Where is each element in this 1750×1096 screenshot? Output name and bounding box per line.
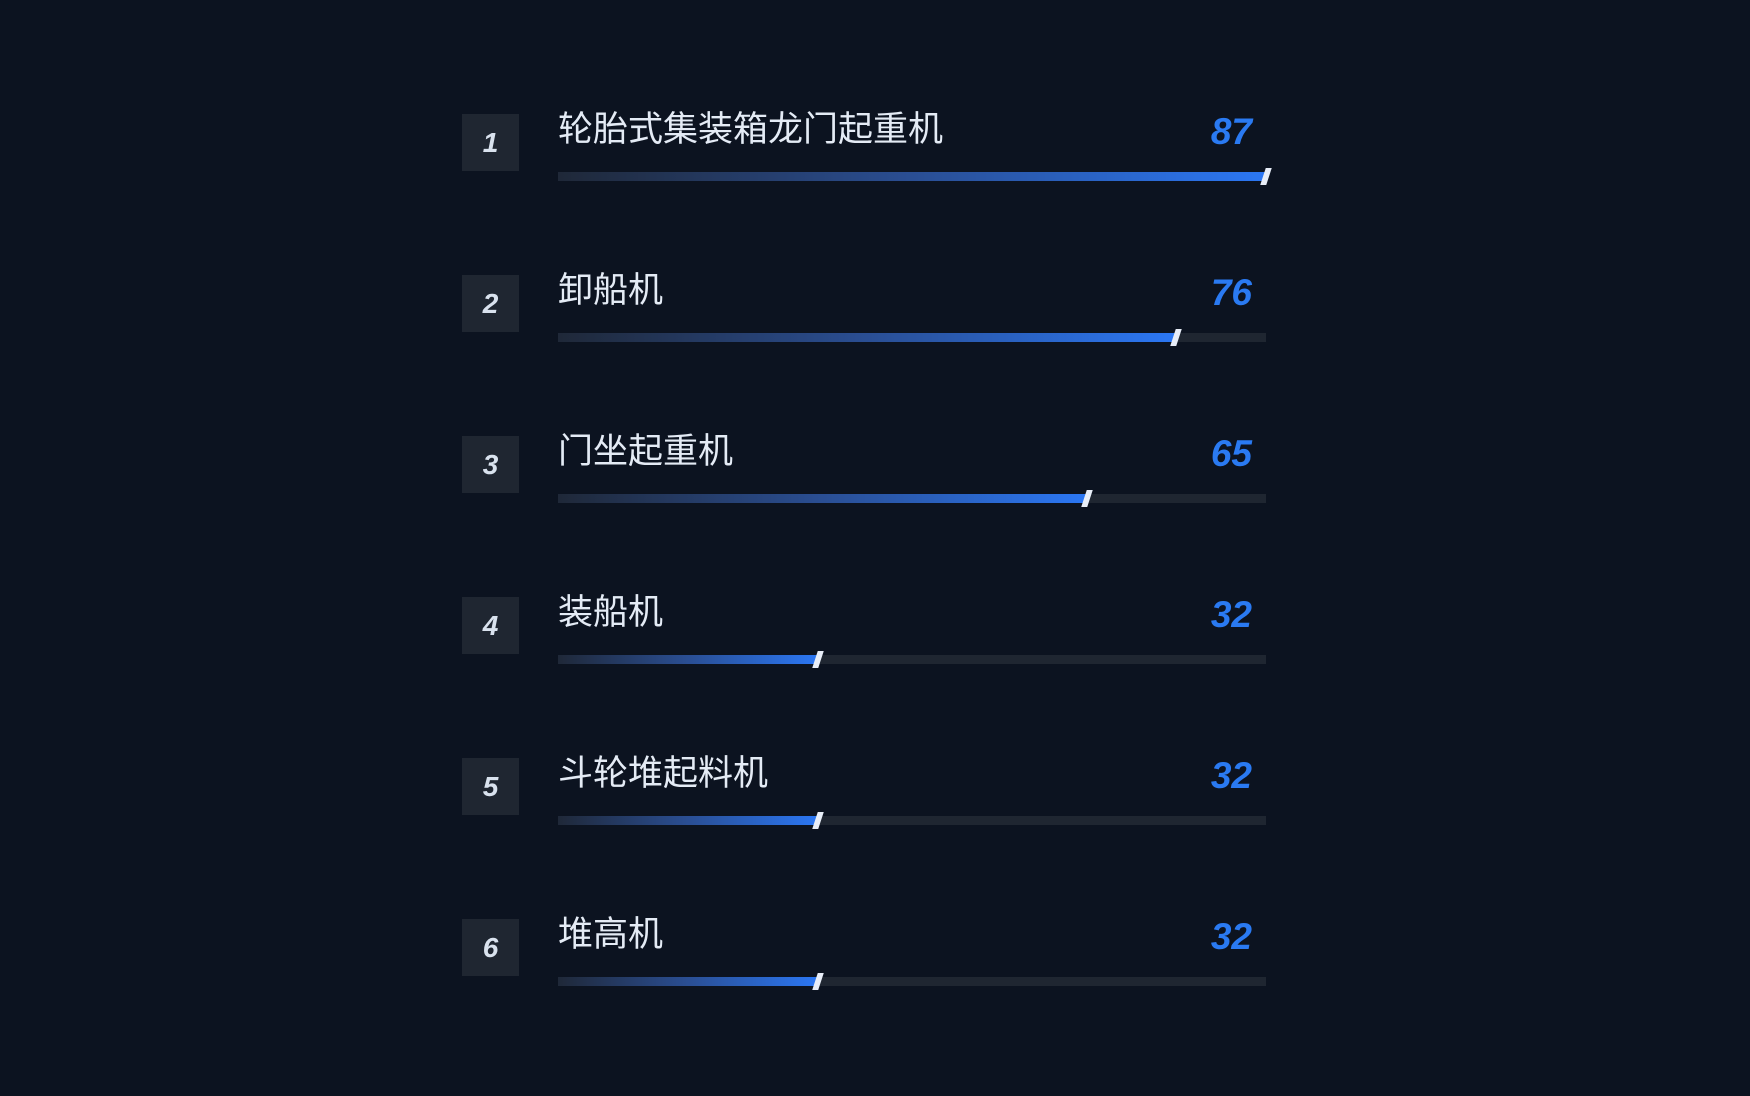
- bar-track: [558, 812, 1266, 829]
- rank-badge: 5: [462, 758, 519, 815]
- bar-fill: [558, 816, 819, 825]
- bar-track: [558, 651, 1266, 668]
- bar-track: [558, 168, 1272, 185]
- rank-badge: 3: [462, 436, 519, 493]
- category-label: 轮胎式集装箱龙门起重机: [558, 110, 944, 150]
- bar-fill: [558, 655, 819, 664]
- value-label: 32: [1210, 594, 1252, 635]
- value-label: 32: [1210, 755, 1252, 796]
- bar-track: [558, 329, 1266, 346]
- bar-fill: [558, 977, 819, 986]
- ranking-row: 3 门坐起重机 65: [462, 432, 1282, 526]
- bar-end-marker: [1260, 168, 1272, 185]
- rank-badge: 4: [462, 597, 519, 654]
- bar-fill: [558, 333, 1177, 342]
- category-label: 门坐起重机: [558, 432, 734, 472]
- ranking-row: 1 轮胎式集装箱龙门起重机 87: [462, 110, 1282, 204]
- value-label: 65: [1210, 433, 1252, 474]
- bar-end-marker: [1081, 490, 1093, 507]
- rank-badge: 6: [462, 919, 519, 976]
- bar-end-marker: [1170, 329, 1183, 346]
- rank-badge: 2: [462, 275, 519, 332]
- category-label: 装船机: [558, 593, 664, 633]
- value-label: 32: [1210, 916, 1252, 957]
- ranking-row: 6 堆高机 32: [462, 915, 1282, 1009]
- bar-fill: [558, 172, 1266, 181]
- rank-badge: 1: [462, 114, 519, 171]
- ranking-row: 5 斗轮堆起料机 32: [462, 754, 1282, 848]
- category-label: 斗轮堆起料机: [558, 754, 769, 794]
- bar-fill: [558, 494, 1087, 503]
- ranking-row: 2 卸船机 76: [462, 271, 1282, 365]
- value-label: 87: [1210, 111, 1252, 152]
- value-label: 76: [1210, 272, 1252, 313]
- category-label: 卸船机: [558, 271, 664, 311]
- category-label: 堆高机: [558, 915, 664, 955]
- bar-end-marker: [812, 812, 825, 829]
- ranking-row: 4 装船机 32: [462, 593, 1282, 687]
- bar-track: [558, 490, 1266, 507]
- bar-track: [558, 973, 1266, 990]
- bar-end-marker: [812, 973, 825, 990]
- bar-end-marker: [812, 651, 825, 668]
